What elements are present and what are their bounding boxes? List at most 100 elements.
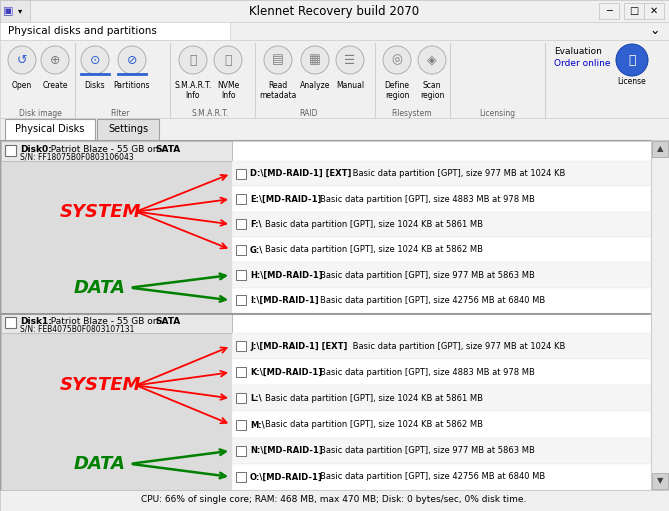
Text: ▼: ▼ <box>657 476 663 485</box>
Text: Read
metadata: Read metadata <box>260 81 296 100</box>
Text: Patriot Blaze - 55 GB on: Patriot Blaze - 55 GB on <box>45 145 161 153</box>
Text: Disks: Disks <box>85 81 105 90</box>
Text: ─: ─ <box>606 6 612 16</box>
Text: D:\[MD-RAID-1] [EXT]: D:\[MD-RAID-1] [EXT] <box>250 169 351 178</box>
Text: G:\: G:\ <box>250 245 263 254</box>
Bar <box>1 141 232 313</box>
Text: S/N: FF18075B0F0803106043: S/N: FF18075B0F0803106043 <box>20 152 134 161</box>
Text: Patriot Blaze - 55 GB on: Patriot Blaze - 55 GB on <box>45 316 161 326</box>
Bar <box>1 313 232 490</box>
Text: Analyze: Analyze <box>300 81 330 90</box>
Bar <box>651 140 669 490</box>
Circle shape <box>8 46 36 74</box>
Bar <box>0 22 669 40</box>
Text: 🔑: 🔑 <box>628 54 636 66</box>
Bar <box>232 437 651 464</box>
Bar <box>232 411 651 437</box>
Text: S.M.A.R.T.: S.M.A.R.T. <box>191 108 229 118</box>
Bar <box>1 313 650 314</box>
Bar <box>0 140 651 490</box>
Bar <box>236 367 246 377</box>
Bar <box>232 464 651 490</box>
Text: Basic data partition [GPT], size 977 MB at 1024 KB: Basic data partition [GPT], size 977 MB … <box>350 341 565 351</box>
Text: Physical Disks: Physical Disks <box>15 125 85 134</box>
Text: ⌄: ⌄ <box>650 25 660 37</box>
Bar <box>624 3 644 19</box>
Text: ⊕: ⊕ <box>50 54 60 66</box>
Text: Disk1:: Disk1: <box>20 316 52 326</box>
Text: Open: Open <box>12 81 32 90</box>
Bar <box>232 288 651 313</box>
Bar <box>0 490 669 511</box>
Text: O:\[MD-RAID-1]: O:\[MD-RAID-1] <box>250 472 322 481</box>
Circle shape <box>41 46 69 74</box>
Bar <box>236 219 246 229</box>
Text: Settings: Settings <box>108 125 148 134</box>
Bar <box>232 212 651 237</box>
Text: Define
region: Define region <box>385 81 409 100</box>
Text: Licensing: Licensing <box>479 108 515 118</box>
Bar <box>236 295 246 306</box>
Circle shape <box>301 46 329 74</box>
Bar <box>5 317 16 328</box>
Text: RAID: RAID <box>299 108 317 118</box>
Text: Basic data partition [GPT], size 4883 MB at 978 MB: Basic data partition [GPT], size 4883 MB… <box>320 195 535 203</box>
Text: ◎: ◎ <box>391 54 403 66</box>
Text: ◈: ◈ <box>427 54 437 66</box>
Bar <box>236 270 246 280</box>
Bar <box>1 141 232 161</box>
Circle shape <box>264 46 292 74</box>
Text: ▤: ▤ <box>272 54 284 66</box>
Text: Basic data partition [GPT], size 1024 KB at 5862 MB: Basic data partition [GPT], size 1024 KB… <box>265 245 483 254</box>
Circle shape <box>118 46 146 74</box>
Text: SATA: SATA <box>155 316 181 326</box>
Text: SYSTEM: SYSTEM <box>60 203 140 221</box>
Text: Basic data partition [GPT], size 1024 KB at 5861 MB: Basic data partition [GPT], size 1024 KB… <box>265 220 483 229</box>
Text: ▦: ▦ <box>309 54 321 66</box>
Text: SYSTEM: SYSTEM <box>60 376 140 394</box>
Circle shape <box>179 46 207 74</box>
Text: Klennet Recovery build 2070: Klennet Recovery build 2070 <box>249 5 419 17</box>
Text: ⓘ: ⓘ <box>224 54 231 66</box>
Text: Order online: Order online <box>554 58 611 67</box>
Bar <box>232 385 651 411</box>
Bar <box>236 446 246 456</box>
Text: E:\[MD-RAID-1]: E:\[MD-RAID-1] <box>250 195 321 203</box>
Text: ▾: ▾ <box>18 7 22 15</box>
Text: Manual: Manual <box>336 81 364 90</box>
Bar <box>236 393 246 403</box>
Text: DATA: DATA <box>74 455 126 473</box>
Text: S/N: FEB4075B0F0803107131: S/N: FEB4075B0F0803107131 <box>20 324 134 334</box>
Text: Scan
region: Scan region <box>420 81 444 100</box>
Bar <box>97 119 159 140</box>
Bar <box>0 0 30 22</box>
Text: ⊙: ⊙ <box>90 54 100 66</box>
Bar <box>652 141 668 157</box>
Bar <box>232 187 651 212</box>
Bar <box>1 313 232 333</box>
Bar <box>232 333 651 359</box>
Bar <box>232 237 651 262</box>
Bar <box>5 145 16 156</box>
Bar <box>652 473 668 489</box>
Text: Physical disks and partitions: Physical disks and partitions <box>8 26 157 36</box>
Text: Create: Create <box>42 81 68 90</box>
Text: Basic data partition [GPT], size 4883 MB at 978 MB: Basic data partition [GPT], size 4883 MB… <box>320 368 535 377</box>
Text: Partitions: Partitions <box>114 81 151 90</box>
Text: H:\[MD-RAID-1]: H:\[MD-RAID-1] <box>250 270 322 280</box>
Text: Evaluation: Evaluation <box>554 48 602 57</box>
Bar <box>0 40 669 120</box>
Text: NVMe
Info: NVMe Info <box>217 81 239 100</box>
Text: SATA: SATA <box>155 145 181 153</box>
Text: CPU: 66% of single core; RAM: 468 MB, max 470 MB; Disk: 0 bytes/sec, 0% disk tim: CPU: 66% of single core; RAM: 468 MB, ma… <box>141 496 527 504</box>
Text: Basic data partition [GPT], size 42756 MB at 6840 MB: Basic data partition [GPT], size 42756 M… <box>320 296 545 305</box>
Text: ☰: ☰ <box>345 54 356 66</box>
Text: K:\[MD-RAID-1]: K:\[MD-RAID-1] <box>250 368 322 377</box>
Bar <box>236 420 246 430</box>
Bar <box>0 22 230 40</box>
Text: ▲: ▲ <box>657 145 663 153</box>
Text: ▣: ▣ <box>3 6 13 16</box>
Text: Basic data partition [GPT], size 1024 KB at 5862 MB: Basic data partition [GPT], size 1024 KB… <box>265 420 483 429</box>
Text: I:\[MD-RAID-1]: I:\[MD-RAID-1] <box>250 296 318 305</box>
Text: Disk image: Disk image <box>19 108 62 118</box>
